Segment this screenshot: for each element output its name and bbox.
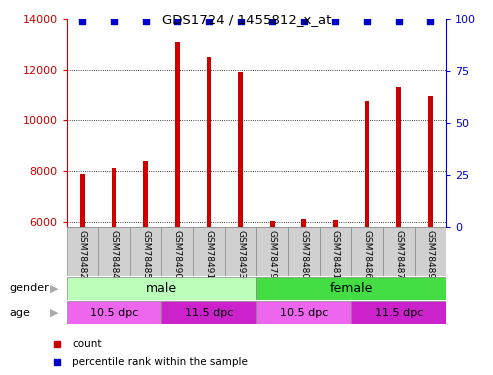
Bar (256, 227, 288, 276)
Bar (288, 227, 319, 276)
Bar (428, 96, 433, 227)
Bar (365, 101, 369, 227)
Text: male: male (146, 282, 177, 295)
Bar (67, 227, 98, 276)
Text: GSM78490: GSM78490 (173, 230, 182, 279)
Bar (319, 227, 351, 276)
Bar (98, 227, 130, 276)
Bar (352, 227, 383, 276)
Bar (207, 57, 211, 227)
Text: 11.5 dpc: 11.5 dpc (185, 308, 233, 318)
Bar (143, 161, 148, 227)
Bar (256, 301, 352, 324)
Text: GSM78487: GSM78487 (394, 230, 403, 279)
Bar (333, 220, 338, 227)
Text: count: count (72, 339, 102, 349)
Text: GSM78480: GSM78480 (299, 230, 308, 279)
Bar (396, 87, 401, 227)
Text: GSM78479: GSM78479 (268, 230, 277, 279)
Bar (67, 301, 162, 324)
Bar (67, 277, 256, 300)
Text: GSM78484: GSM78484 (109, 230, 118, 279)
Bar (225, 227, 256, 276)
Text: female: female (330, 282, 373, 295)
Text: GSM78485: GSM78485 (141, 230, 150, 279)
Text: GSM78486: GSM78486 (362, 230, 372, 279)
Bar (383, 227, 415, 276)
Text: age: age (10, 308, 31, 318)
Bar (193, 227, 225, 276)
Bar (161, 301, 256, 324)
Bar (80, 174, 85, 227)
Text: GSM78491: GSM78491 (205, 230, 213, 279)
Text: GDS1724 / 1455812_x_at: GDS1724 / 1455812_x_at (162, 13, 331, 26)
Text: GSM78489: GSM78489 (426, 230, 435, 279)
Text: ▶: ▶ (50, 284, 58, 293)
Text: gender: gender (10, 284, 50, 293)
Bar (130, 227, 161, 276)
Bar (238, 72, 243, 227)
Bar (301, 219, 306, 227)
Bar (270, 220, 275, 227)
Text: percentile rank within the sample: percentile rank within the sample (72, 357, 248, 367)
Text: 10.5 dpc: 10.5 dpc (90, 308, 138, 318)
Bar (415, 227, 446, 276)
Bar (256, 277, 446, 300)
Bar (175, 42, 179, 227)
Bar (111, 168, 116, 227)
Text: GSM78482: GSM78482 (78, 230, 87, 279)
Text: 10.5 dpc: 10.5 dpc (280, 308, 328, 318)
Text: GSM78493: GSM78493 (236, 230, 245, 279)
Bar (352, 301, 446, 324)
Bar (161, 227, 193, 276)
Text: GSM78481: GSM78481 (331, 230, 340, 279)
Text: ▶: ▶ (50, 308, 58, 318)
Text: 11.5 dpc: 11.5 dpc (375, 308, 423, 318)
